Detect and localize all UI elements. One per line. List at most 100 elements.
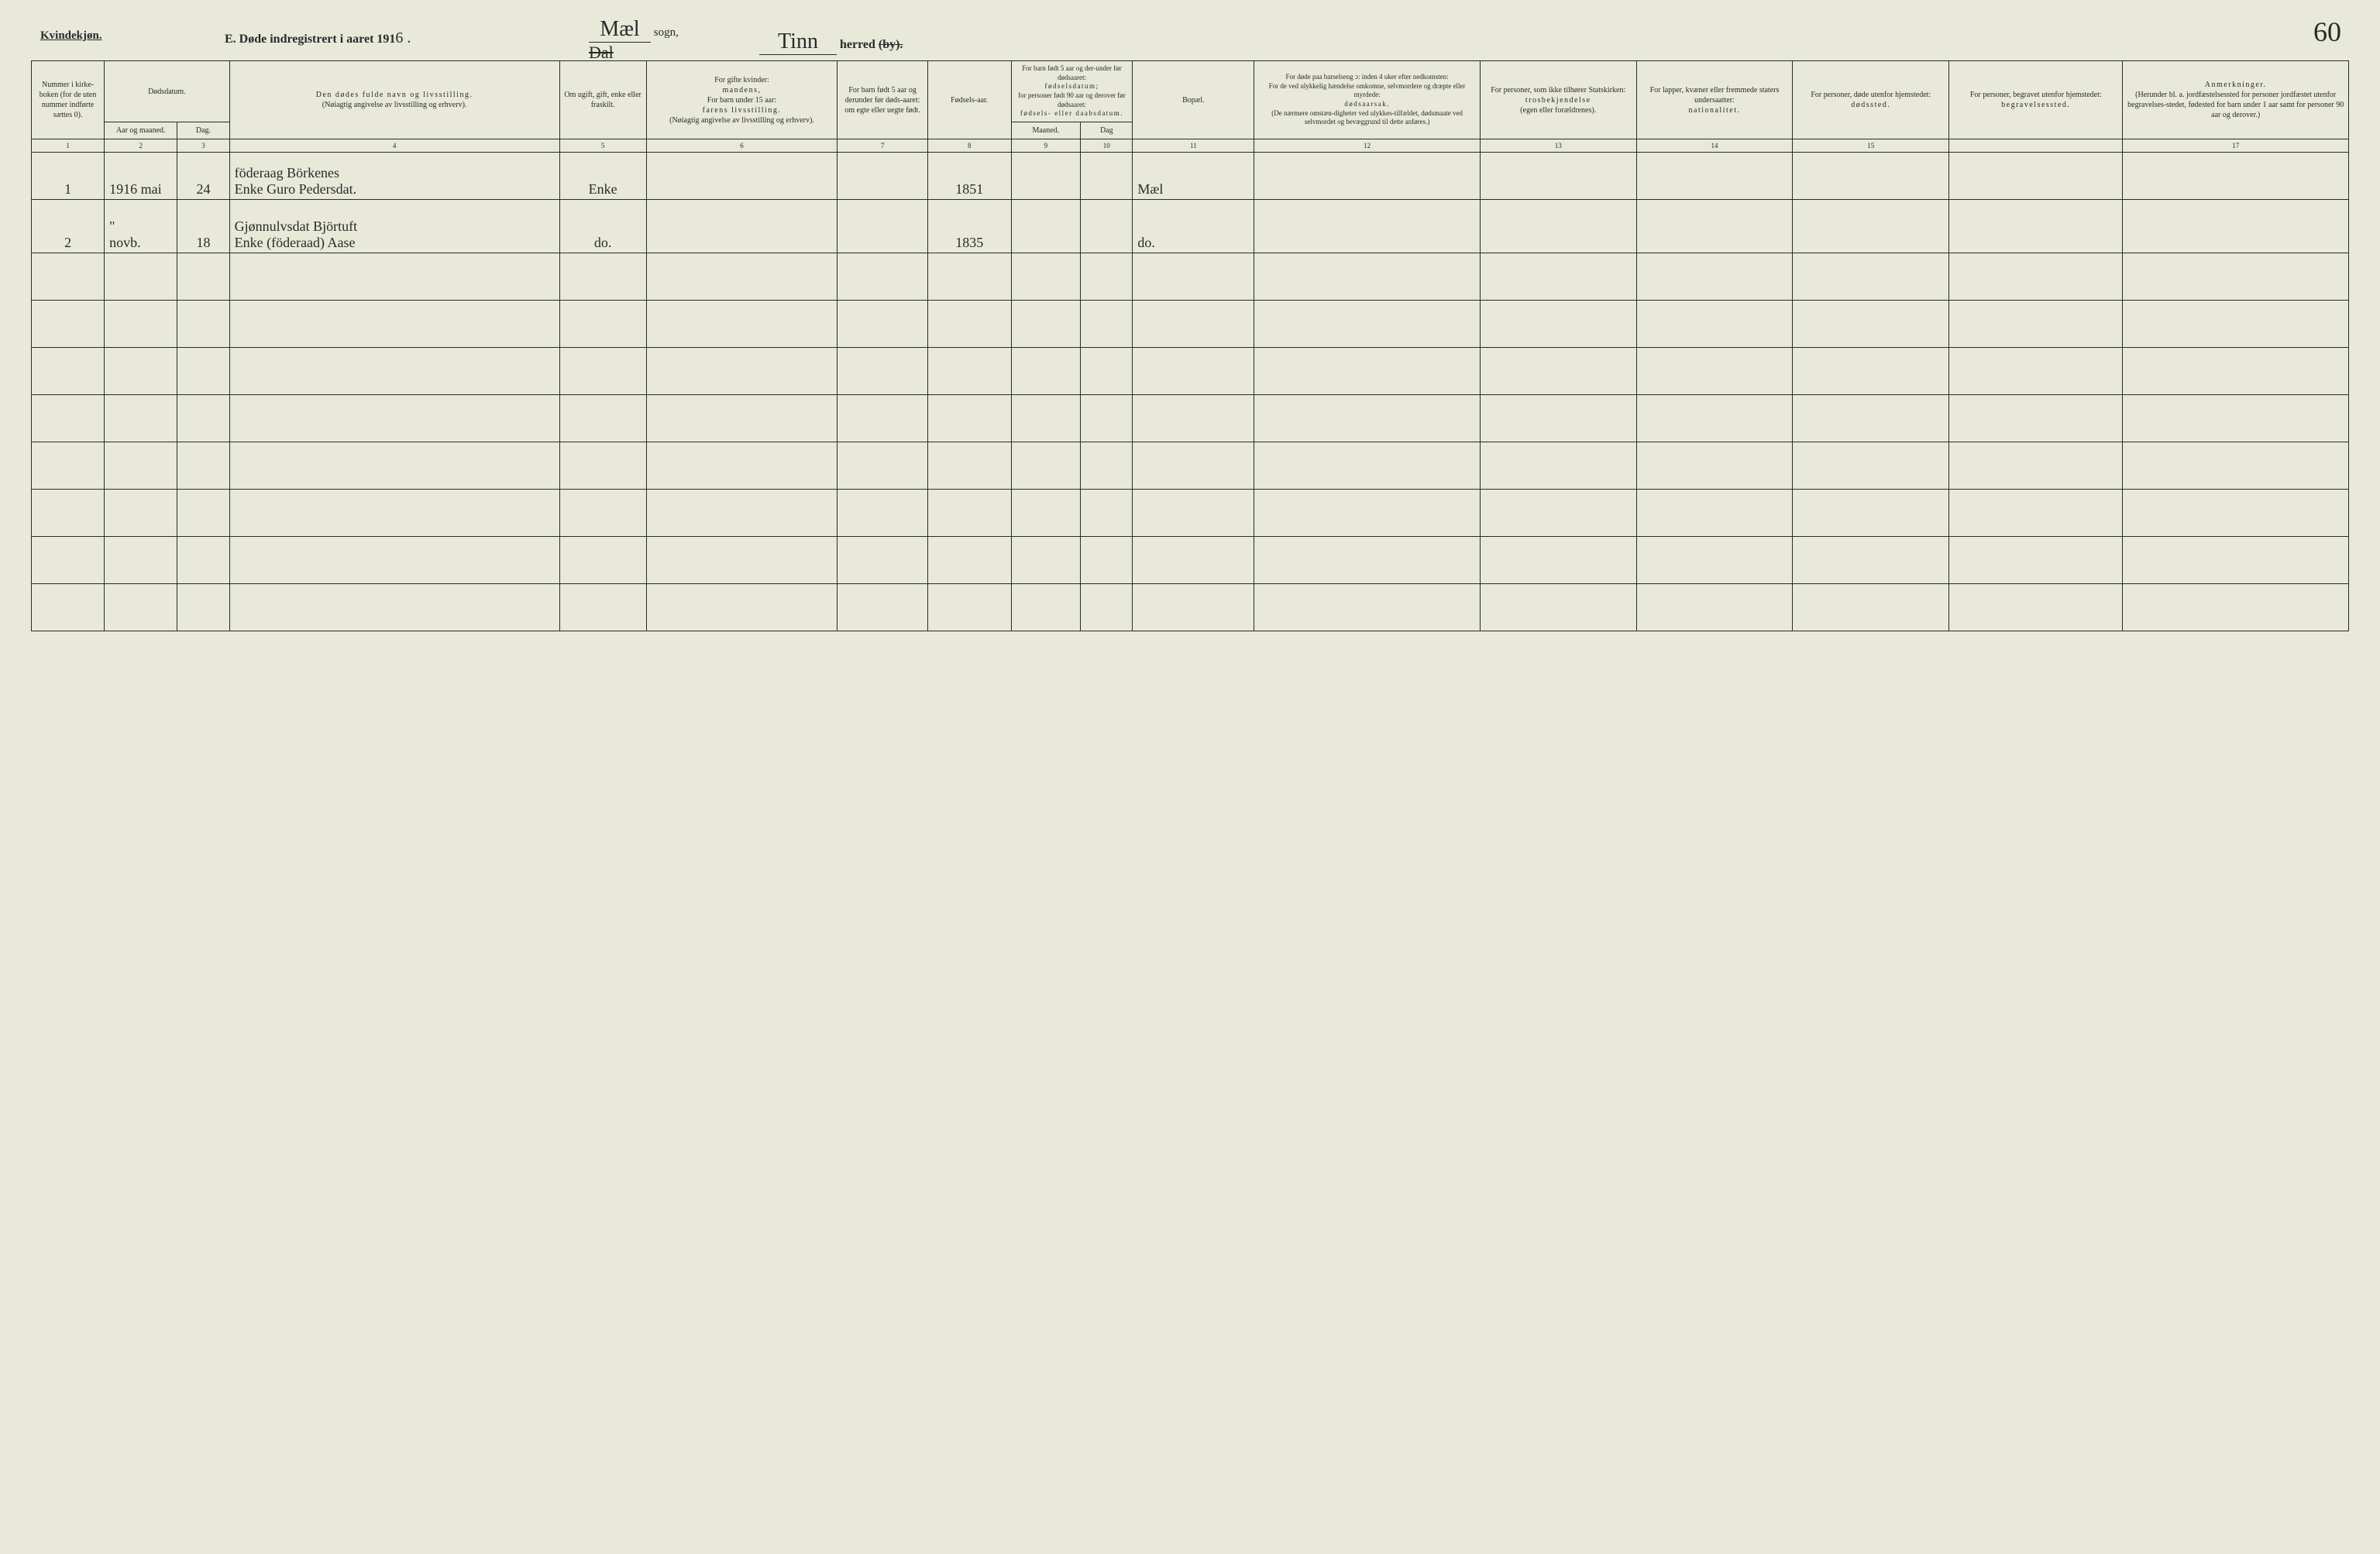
col-1-header: Nummer i kirke-boken (for de uten nummer… xyxy=(32,61,105,139)
sogn-struck: Dal xyxy=(589,43,679,63)
cell-empty xyxy=(646,301,837,348)
table-row-empty xyxy=(32,395,2349,442)
col-5-header: Om ugift, gift, enke eller fraskilt. xyxy=(559,61,646,139)
table-row-empty xyxy=(32,537,2349,584)
cell-empty xyxy=(1011,584,1081,631)
cell-empty xyxy=(1480,537,1636,584)
cell-empty xyxy=(837,584,928,631)
cell-empty xyxy=(2123,395,2349,442)
c17b: (Herunder bl. a. jordfæstelsessted for p… xyxy=(2127,91,2344,119)
cell-empty xyxy=(1133,348,1254,395)
c15a: For personer, døde utenfor hjemstedet: xyxy=(1811,91,1931,99)
column-number: 5 xyxy=(559,139,646,153)
cell-empty xyxy=(1081,490,1133,537)
cell-mandens xyxy=(646,153,837,200)
cell-empty xyxy=(1081,537,1133,584)
cell-empty xyxy=(837,301,928,348)
col-16-header: For personer, begravet utenfor hjemstede… xyxy=(1949,61,2123,139)
cell-empty xyxy=(1793,537,1949,584)
c16a: For personer, begravet utenfor hjemstede… xyxy=(1970,91,2102,99)
table-row: 11916 mai24föderaag BörkenesEnke Guro Pe… xyxy=(32,153,2349,200)
cell-empty xyxy=(1133,253,1254,301)
c6e: (Nøiagtig angivelse av livsstilling og e… xyxy=(669,116,814,125)
cell-empty xyxy=(177,442,229,490)
cell-empty xyxy=(177,490,229,537)
cell-empty xyxy=(1254,442,1480,490)
cell-empty xyxy=(837,537,928,584)
c16b: begravelsessted. xyxy=(2001,101,2070,109)
page-number: 60 xyxy=(2313,15,2341,48)
cell-empty xyxy=(1949,490,2123,537)
register-table: Nummer i kirke-boken (for de uten nummer… xyxy=(31,60,2349,631)
c13c: (egen eller forældrenes). xyxy=(1520,106,1596,115)
gender-label: Kvindekjøn. xyxy=(40,29,102,43)
title-prefix: E. Døde indregistrert i aaret 191 xyxy=(225,33,395,46)
cell-empty xyxy=(1254,584,1480,631)
cell-navn: Gjønnulvsdat BjörtuftEnke (föderaad) Aas… xyxy=(229,200,559,253)
cell-empty xyxy=(646,537,837,584)
c12b: For de ved ulykkelig hændelse omkomne, s… xyxy=(1269,82,1466,99)
cell-empty xyxy=(1254,490,1480,537)
c4b: (Nøiagtig angivelse av livsstilling og e… xyxy=(322,101,467,109)
cell-empty xyxy=(105,348,177,395)
cell-fm xyxy=(1011,153,1081,200)
cell-empty xyxy=(32,584,105,631)
cell-empty xyxy=(2123,253,2349,301)
col-13-header: For personer, som ikke tilhører Statskir… xyxy=(1480,61,1636,139)
cell-empty xyxy=(646,348,837,395)
cell-empty xyxy=(646,490,837,537)
cell-empty xyxy=(177,348,229,395)
cell-empty xyxy=(837,490,928,537)
cell-empty xyxy=(837,395,928,442)
cell-empty xyxy=(1949,253,2123,301)
cell-c17 xyxy=(2123,153,2349,200)
cell-empty xyxy=(1636,442,1793,490)
cell-empty xyxy=(559,253,646,301)
cell-empty xyxy=(927,348,1011,395)
cell-empty xyxy=(1949,584,2123,631)
cell-empty xyxy=(1081,348,1133,395)
cell-c15 xyxy=(1793,200,1949,253)
title-row: Kvindekjøn. E. Døde indregistrert i aare… xyxy=(31,23,2349,54)
table-row-empty xyxy=(32,490,2349,537)
cell-c17 xyxy=(2123,200,2349,253)
cell-empty xyxy=(927,395,1011,442)
table-row: 2"novb.18Gjønnulvsdat BjörtuftEnke (föde… xyxy=(32,200,2349,253)
cell-empty xyxy=(1793,395,1949,442)
cell-empty xyxy=(32,301,105,348)
cell-empty xyxy=(177,537,229,584)
cell-bopael: do. xyxy=(1133,200,1254,253)
cell-c16 xyxy=(1949,153,2123,200)
cell-empty xyxy=(1949,442,2123,490)
c910d: fødsels- eller daabsdatum. xyxy=(1020,109,1123,117)
cell-empty xyxy=(646,395,837,442)
col-8-header: Fødsels-aar. xyxy=(927,61,1011,139)
cell-empty xyxy=(927,537,1011,584)
column-number: 4 xyxy=(229,139,559,153)
cell-empty xyxy=(1011,253,1081,301)
column-number: 1 xyxy=(32,139,105,153)
cell-empty xyxy=(837,348,928,395)
column-number: 14 xyxy=(1636,139,1793,153)
cell-dag: 24 xyxy=(177,153,229,200)
column-number: 7 xyxy=(837,139,928,153)
col-15-header: For personer, døde utenfor hjemstedet: d… xyxy=(1793,61,1949,139)
col-11-header: Bopæl. xyxy=(1133,61,1254,139)
cell-empty xyxy=(32,348,105,395)
cell-empty xyxy=(559,584,646,631)
table-row-empty xyxy=(32,348,2349,395)
col-6-header: For gifte kvinder: mandens, For barn und… xyxy=(646,61,837,139)
c910b: fødselsdatum; xyxy=(1044,82,1099,90)
cell-empty xyxy=(1133,584,1254,631)
cell-c13 xyxy=(1480,153,1636,200)
cell-empty xyxy=(1636,537,1793,584)
column-number-row: 12345678910111213141517 xyxy=(32,139,2349,153)
cell-empty xyxy=(1636,395,1793,442)
cell-empty xyxy=(32,442,105,490)
column-number: 11 xyxy=(1133,139,1254,153)
col-9-sub: Maaned. xyxy=(1011,122,1081,139)
cell-c12 xyxy=(1254,153,1480,200)
cell-empty xyxy=(1949,348,2123,395)
cell-c16 xyxy=(1949,200,2123,253)
cell-empty xyxy=(559,442,646,490)
